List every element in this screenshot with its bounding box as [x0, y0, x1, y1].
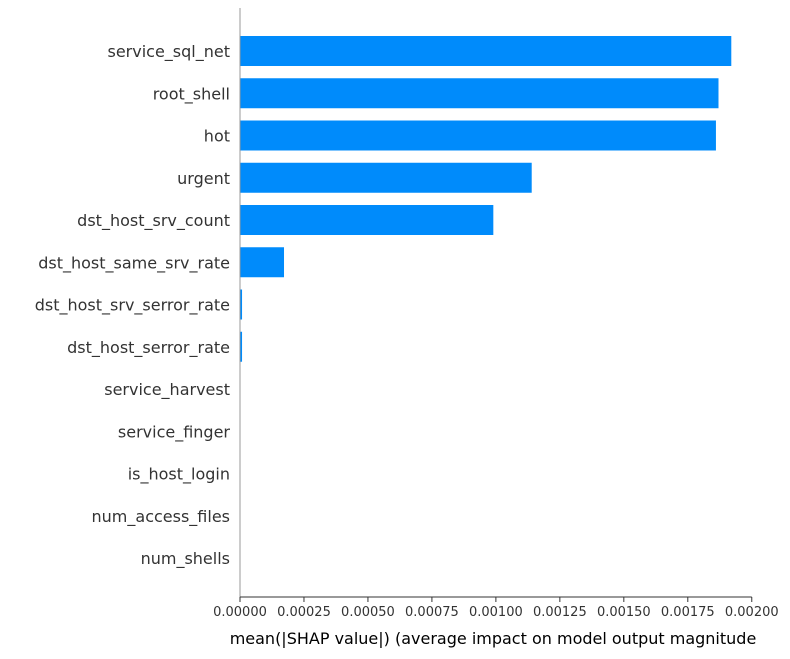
bar-dst-host-srv-serror-rate — [240, 289, 243, 320]
bar-dst-host-srv-count — [240, 205, 494, 235]
feature-label: dst_host_srv_count — [77, 211, 230, 231]
bar-dst-host-serror-rate — [240, 331, 243, 362]
x-tick-label: 0.00200 — [725, 605, 779, 620]
feature-label: service_sql_net — [107, 42, 230, 62]
x-tick-label: 0.00150 — [597, 605, 651, 620]
feature-label: hot — [204, 127, 230, 146]
x-tick-label: 0.00100 — [469, 605, 523, 620]
x-tick-label: 0.00000 — [213, 605, 267, 620]
x-tick-label: 0.00125 — [533, 605, 587, 620]
bar-urgent — [240, 162, 532, 193]
feature-label: dst_host_srv_serror_rate — [35, 296, 230, 316]
feature-label: root_shell — [153, 84, 230, 104]
x-ticks-group: 0.00000 0.00025 0.00050 0.00075 0.00100 0.001… — [213, 597, 779, 620]
x-tick-label: 0.00050 — [341, 605, 395, 620]
feature-label: dst_host_serror_rate — [67, 338, 230, 358]
x-tick-label: 0.00075 — [405, 605, 459, 620]
x-tick-label: 0.00175 — [661, 605, 715, 620]
feature-label: num_access_files — [92, 507, 230, 527]
x-tick-label: 0.00025 — [277, 605, 331, 620]
bar-hot — [240, 120, 716, 151]
feature-label: service_finger — [118, 422, 231, 442]
bar-service-sql-net — [240, 36, 732, 66]
feature-label: is_host_login — [128, 465, 230, 485]
feature-label: dst_host_same_srv_rate — [38, 253, 230, 273]
bar-dst-host-same-srv-rate — [240, 247, 285, 278]
bar-root-shell — [240, 78, 719, 109]
bars-group — [240, 36, 732, 362]
feature-label: urgent — [177, 169, 230, 188]
feature-label: service_harvest — [104, 380, 230, 400]
x-axis-title: mean(|SHAP value|) (average impact on mo… — [230, 629, 757, 648]
feature-label: num_shells — [141, 549, 230, 569]
